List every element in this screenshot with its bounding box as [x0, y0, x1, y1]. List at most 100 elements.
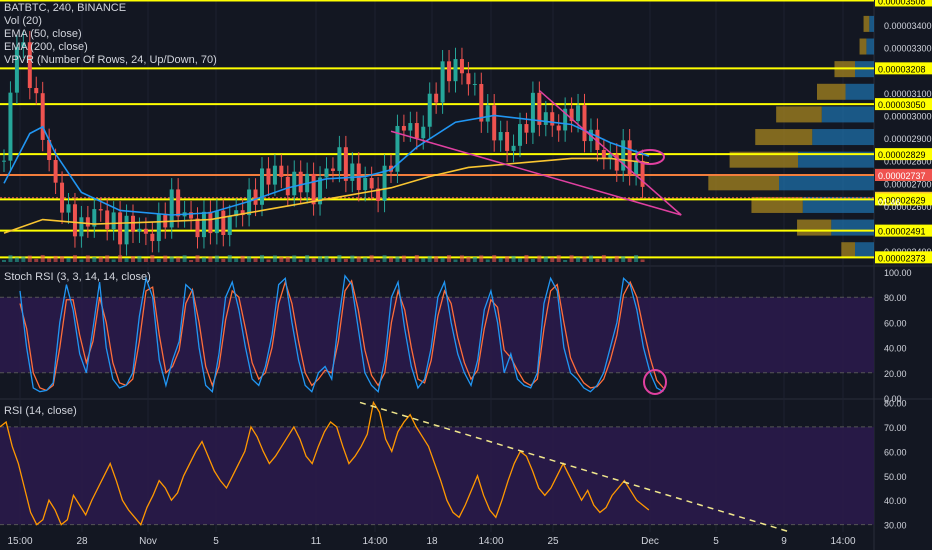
volume-profile-up-bar [866, 38, 874, 55]
candle-body [518, 124, 522, 146]
candle-body [395, 125, 400, 172]
volume-bar [182, 255, 187, 262]
price-level-badge [875, 148, 932, 161]
volume-bar [131, 256, 135, 262]
candle-body [382, 165, 387, 201]
rsi-tick-label: 30.00 [884, 521, 907, 531]
candle-body [376, 188, 381, 201]
candle-body [324, 168, 329, 178]
volume-profile-down-bar [708, 174, 779, 191]
volume-profile-down-bar [841, 242, 855, 259]
candle-body [201, 211, 206, 238]
annotation-circle [643, 369, 667, 395]
legend-vol[interactable]: Vol (20) [4, 15, 42, 27]
volume-bar [453, 259, 458, 262]
candle-body [253, 189, 258, 205]
candle-body [279, 165, 284, 177]
volume-bar [634, 255, 639, 262]
volume-bar [395, 256, 400, 262]
rsi-tick-label: 40.00 [884, 496, 907, 506]
candle-body [27, 42, 32, 89]
volume-bar [427, 255, 432, 262]
volume-bar [79, 259, 84, 262]
volume-bar [72, 255, 77, 262]
volume-bar [401, 255, 406, 262]
candle-body [227, 216, 232, 235]
volume-bar [408, 258, 413, 262]
volume-bar [105, 255, 110, 262]
volume-bar [363, 257, 368, 262]
volume-bar [201, 257, 206, 262]
volume-profile-down-bar [776, 106, 822, 123]
candle-body [163, 213, 168, 228]
volume-profile-up-bar [798, 151, 874, 168]
volume-bar [447, 255, 452, 262]
trendline [538, 89, 682, 216]
volume-bar [608, 258, 613, 262]
candle-body [350, 163, 355, 181]
volume-bar [556, 255, 561, 262]
price-tick-label: 0.00002600 [884, 202, 932, 212]
volume-bar [221, 258, 226, 262]
stoch-band [0, 297, 874, 373]
time-tick-label: 14:00 [478, 536, 503, 547]
candle-body [447, 61, 452, 82]
candle-body [421, 126, 426, 139]
candle-body [479, 83, 484, 122]
volume-bar [305, 255, 310, 262]
rsi-tick-label: 50.00 [884, 472, 907, 482]
candle-body [21, 42, 26, 47]
trendline [390, 130, 682, 216]
volume-bar [414, 255, 419, 262]
volume-bar [479, 255, 484, 262]
volume-profile-down-bar [863, 15, 870, 32]
volume-bar [343, 258, 348, 262]
candle-body [72, 204, 77, 237]
volume-profile-up-bar [855, 242, 874, 259]
volume-profile-down-bar [729, 151, 798, 168]
candle-body [156, 213, 161, 242]
volume-bar [421, 258, 426, 262]
candle-body [105, 210, 110, 230]
candle-body [627, 140, 632, 175]
rsi-legend[interactable]: RSI (14, close) [4, 405, 77, 417]
time-tick-label: 11 [311, 536, 322, 547]
time-tick-label: 9 [781, 536, 787, 547]
volume-bar [595, 258, 600, 262]
candle-body [505, 132, 510, 151]
candle-body [601, 149, 606, 159]
volume-bar [143, 258, 148, 262]
volume-bar [169, 256, 174, 262]
candle-body [485, 105, 490, 122]
candle-body [124, 215, 129, 245]
candle-body [492, 105, 497, 141]
candle-body [369, 177, 374, 189]
price-level-label: 0.00003050 [878, 100, 926, 110]
volume-bar [8, 255, 13, 262]
legend-symbol[interactable]: BATBTC, 240, BINANCE [4, 2, 127, 14]
volume-bar [524, 255, 529, 262]
volume-bar [195, 255, 200, 262]
candle-body [53, 159, 58, 183]
volume-bar [324, 255, 329, 262]
stoch-legend[interactable]: Stoch RSI (3, 3, 14, 14, close) [4, 271, 151, 283]
legend-ema200[interactable]: EMA (200, close) [4, 41, 88, 53]
price-level-label: 0.00002629 [878, 195, 926, 205]
volume-bar [498, 257, 503, 262]
volume-bar [550, 257, 555, 262]
volume-bar [227, 255, 232, 262]
candle-body [85, 217, 90, 227]
price-level-badge [875, 62, 932, 75]
candle-body [131, 215, 135, 232]
legend-ema50[interactable]: EMA (50, close) [4, 28, 82, 40]
countdown-label: 01:46 [878, 197, 901, 207]
legend-vpvr[interactable]: VPVR (Number Of Rows, 24, Up/Down, 70) [4, 54, 217, 66]
time-tick-label: 18 [426, 536, 438, 547]
stoch-tick-label: 20.00 [884, 369, 907, 379]
candle-body [34, 88, 39, 94]
stoch-tick-label: 40.00 [884, 344, 907, 354]
candle-body [640, 160, 645, 187]
candle-body [111, 212, 116, 230]
